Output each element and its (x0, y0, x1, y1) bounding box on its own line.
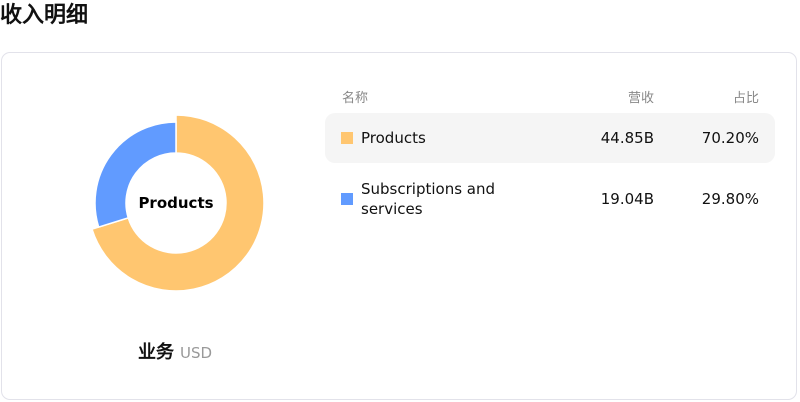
legend-swatch (341, 193, 353, 205)
donut-chart: Products (91, 114, 265, 292)
table-row[interactable]: Products 44.85B 70.20% (325, 113, 775, 163)
table-row[interactable]: Subscriptions and services 19.04B 29.80% (325, 174, 775, 224)
header-revenue: 营收 (627, 91, 654, 106)
revenue-card (1, 52, 797, 400)
row-name: Subscriptions and services (361, 180, 496, 218)
donut-center-label: Products (138, 194, 213, 212)
chart-caption: 业务 USD (0, 338, 350, 364)
legend-swatch (341, 132, 353, 144)
donut-slice-products[interactable] (91, 114, 265, 292)
row-share: 70.20% (701, 129, 759, 147)
page-title: 收入明细 (0, 3, 89, 28)
caption-title: 业务 (137, 342, 174, 363)
row-revenue: 44.85B (600, 129, 654, 147)
row-revenue: 19.04B (600, 190, 654, 208)
header-name: 名称 (342, 91, 369, 106)
header-share: 占比 (732, 91, 759, 106)
caption-unit: USD (179, 344, 213, 362)
row-share: 29.80% (701, 190, 759, 208)
donut-slice-subscriptions-and-services[interactable] (94, 121, 177, 229)
row-name: Products (361, 129, 426, 147)
